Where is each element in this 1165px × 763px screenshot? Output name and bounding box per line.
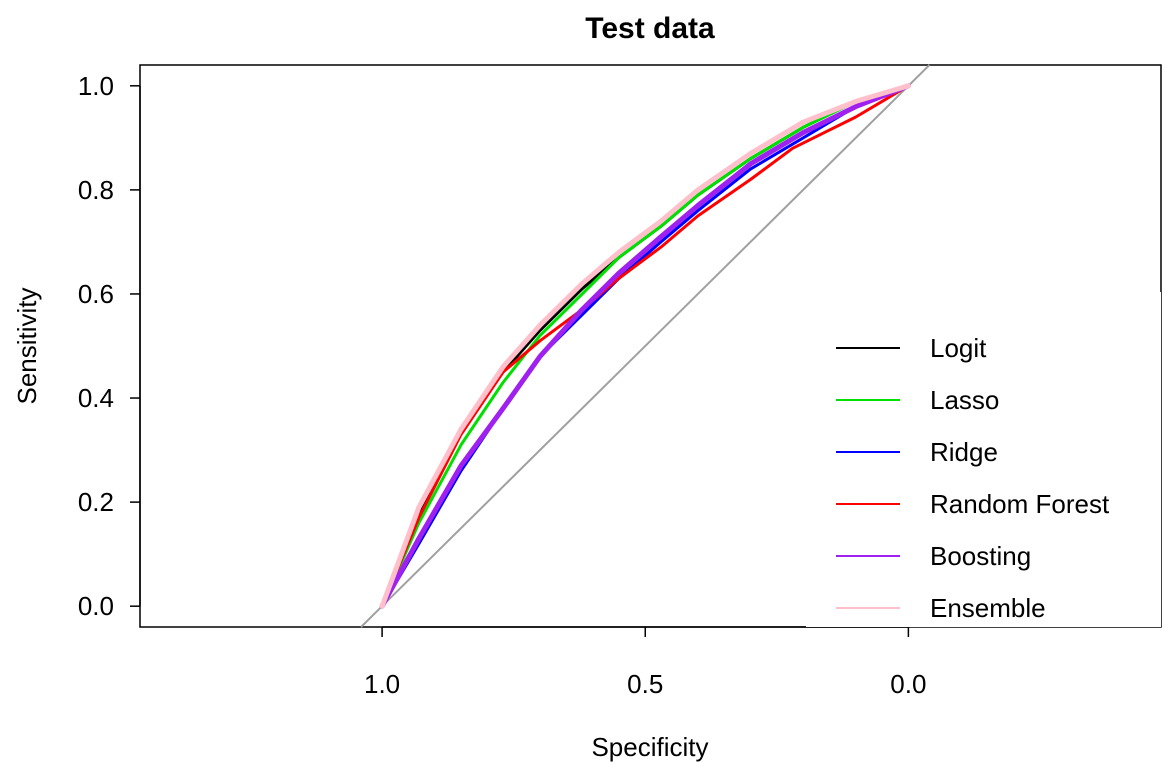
series-line-lasso [380, 84, 910, 608]
series-line-ensemble [379, 83, 911, 609]
series-line-boosting [379, 83, 911, 609]
legend-label: Lasso [930, 385, 999, 415]
y-tick-label: 0.4 [78, 383, 114, 413]
axis-layer: 1.0 0.5 0.0 0.0 0.2 0.4 0.6 0.8 1.0 [78, 71, 927, 699]
y-tick-label: 0.0 [78, 591, 114, 621]
legend-label: Random Forest [930, 489, 1110, 519]
y-tick-label: 0.8 [78, 175, 114, 205]
x-tick-label: 1.0 [364, 669, 400, 699]
y-tick-label: 0.2 [78, 487, 114, 517]
y-axis-label: Sensitivity [12, 287, 42, 404]
reference-diagonal-layer [360, 64, 931, 628]
x-axis-label: Specificity [591, 732, 708, 762]
legend-label: Boosting [930, 541, 1031, 571]
reference-diagonal-line [360, 64, 931, 628]
chart-title: Test data [585, 12, 715, 45]
legend-label: Ridge [930, 437, 998, 467]
x-tick-label: 0.5 [627, 669, 663, 699]
legend-label: Ensemble [930, 593, 1046, 623]
legend-label: Logit [930, 333, 987, 363]
y-tick-label: 0.6 [78, 279, 114, 309]
legend: Logit Lasso Ridge Random Forest Boosting Ense… [806, 292, 1161, 627]
x-tick-label: 0.0 [890, 669, 926, 699]
y-tick-label: 1.0 [78, 71, 114, 101]
series-layer [379, 83, 911, 609]
